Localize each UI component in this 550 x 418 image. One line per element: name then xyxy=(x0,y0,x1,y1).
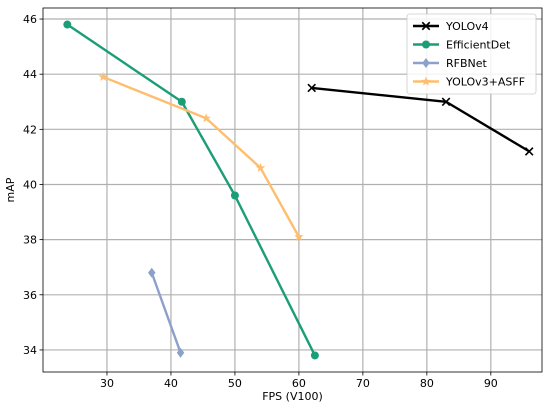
x-tick-label: 30 xyxy=(100,377,114,390)
legend-item: EfficientDet xyxy=(413,39,511,52)
x-axis-label: FPS (V100) xyxy=(262,390,323,403)
marker-stroke xyxy=(307,83,317,93)
data-point xyxy=(176,347,185,358)
data-point xyxy=(177,97,186,106)
legend-label: EfficientDet xyxy=(446,39,511,52)
legend-marker xyxy=(422,58,430,68)
legend-label: YOLOv4 xyxy=(445,20,489,33)
legend-marker xyxy=(422,40,430,49)
data-point xyxy=(441,97,451,107)
y-tick-label: 38 xyxy=(23,234,37,247)
data-point xyxy=(230,191,239,200)
marker-stroke xyxy=(441,97,451,107)
data-point xyxy=(310,351,319,360)
x-tick-label: 80 xyxy=(420,377,434,390)
plot-frame xyxy=(42,7,543,373)
y-axis-label: mAP xyxy=(4,177,17,202)
legend: YOLOv4 EfficientDet RFBNet YOLOv3+ASFF xyxy=(406,13,537,95)
legend-item: YOLOv4 xyxy=(413,20,489,33)
data-point xyxy=(307,83,317,93)
marker-stroke xyxy=(524,147,534,156)
data-point xyxy=(148,267,156,278)
marker-stroke xyxy=(421,21,431,31)
series-line xyxy=(150,272,182,354)
y-tick-label: 40 xyxy=(23,178,37,191)
x-tick-label: 50 xyxy=(228,377,242,390)
legend-item: RFBNet xyxy=(413,57,488,70)
data-point xyxy=(63,20,72,29)
y-tick-label: 42 xyxy=(23,123,37,136)
data-point xyxy=(255,162,266,172)
legend-box xyxy=(406,13,537,95)
y-tick-label: 44 xyxy=(23,68,37,81)
series-layer xyxy=(63,20,534,360)
data-point xyxy=(294,231,304,241)
ticks: 30 40 50 60 70 80 90 34 36 38 40 42 44 46 xyxy=(23,13,498,390)
data-point xyxy=(524,147,534,156)
x-tick-label: 40 xyxy=(164,377,178,390)
x-tick-label: 70 xyxy=(356,377,370,390)
x-tick-label: 90 xyxy=(484,377,498,390)
legend-label: YOLOv3+ASFF xyxy=(445,76,525,89)
data-point xyxy=(98,71,108,81)
data-point xyxy=(201,113,211,123)
legend-marker xyxy=(421,76,431,86)
x-tick-label: 60 xyxy=(292,377,306,390)
legend-item: YOLOv3+ASFF xyxy=(413,76,525,89)
series-efficientdet xyxy=(63,20,319,360)
y-tick-label: 46 xyxy=(23,13,37,26)
series-rfbnet xyxy=(148,267,185,358)
series-line xyxy=(102,75,300,238)
y-tick-label: 36 xyxy=(23,289,37,302)
series-line xyxy=(311,86,530,153)
y-tick-label: 34 xyxy=(23,344,37,357)
legend-marker xyxy=(421,21,431,31)
legend-label: RFBNet xyxy=(446,57,488,70)
series-yolov3-asff xyxy=(98,71,304,241)
series-line xyxy=(66,23,316,356)
series-yolov4 xyxy=(307,83,534,156)
